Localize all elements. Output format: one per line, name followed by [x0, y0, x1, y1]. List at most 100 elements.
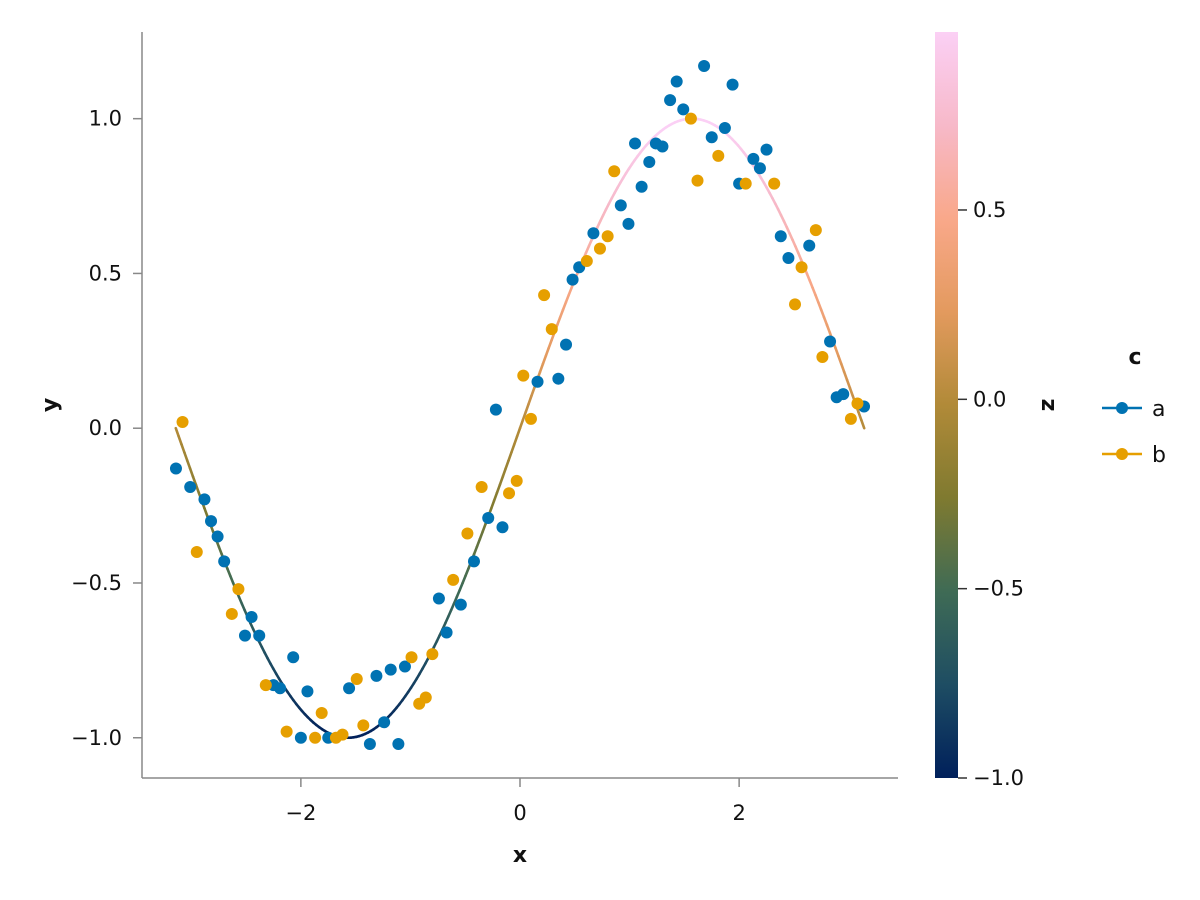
legend-entry-a: a: [1102, 397, 1165, 422]
point-a: [698, 60, 711, 73]
curve-segment: [524, 402, 530, 414]
curve-segment: [857, 410, 863, 422]
point-b: [350, 672, 363, 685]
curve-segment: [842, 370, 849, 382]
point-b: [601, 230, 614, 243]
point-a: [824, 335, 837, 348]
point-a: [245, 611, 258, 624]
curve-segment: [558, 308, 565, 319]
curve-segment: [544, 346, 550, 358]
curve-segment: [504, 459, 510, 470]
point-a: [566, 273, 579, 286]
point-b: [524, 412, 537, 425]
point-a: [440, 626, 453, 639]
x-axis-ticks: −2 0 2: [285, 778, 746, 825]
point-b: [447, 573, 460, 586]
curve-segment: [492, 491, 499, 502]
curve-segment: [180, 443, 186, 454]
curve-segment: [567, 286, 573, 297]
point-a: [343, 682, 356, 695]
curve-segment: [185, 459, 192, 470]
colorbar-tick-label: 0.5: [973, 198, 1006, 222]
curve-segment: [174, 426, 180, 438]
point-a: [753, 162, 766, 175]
y-axis-label: y: [38, 398, 63, 412]
point-b: [844, 412, 857, 425]
point-b: [190, 546, 203, 559]
point-a: [205, 515, 218, 528]
point-b: [691, 174, 704, 187]
point-a: [531, 375, 544, 388]
point-b: [405, 651, 418, 664]
curve-segment: [547, 338, 553, 350]
point-a: [587, 227, 600, 240]
legend-label-b: b: [1152, 443, 1166, 468]
point-b: [510, 474, 523, 487]
curve-segment: [188, 467, 195, 478]
colorbar-ticks: −1.0 −0.5 0.0 0.5: [958, 198, 1024, 790]
point-b: [795, 261, 808, 274]
curve-segment: [481, 522, 487, 533]
curve-segment: [561, 301, 568, 312]
scatter-points: [169, 60, 871, 750]
curve-segment: [475, 537, 482, 548]
curve-segment: [555, 315, 562, 327]
curve-segment: [194, 483, 201, 494]
point-a: [747, 152, 760, 165]
point-a: [432, 592, 445, 605]
point-a: [656, 140, 669, 153]
y-tick-label: −0.5: [71, 571, 122, 595]
point-a: [218, 555, 231, 568]
point-a: [782, 251, 795, 264]
point-a: [198, 493, 211, 506]
curve-segment: [817, 301, 823, 312]
x-axis-label: x: [513, 843, 527, 868]
legend: c a b: [1102, 345, 1166, 468]
curve-segment: [530, 386, 536, 398]
curve-segment: [819, 308, 826, 319]
colorbar-tick-label: −1.0: [973, 766, 1024, 790]
point-a: [635, 180, 648, 193]
x-tick-label: −2: [285, 801, 316, 825]
point-a: [760, 143, 773, 156]
legend-marker-b: [1116, 448, 1128, 460]
point-b: [280, 725, 293, 738]
point-a: [238, 629, 251, 642]
legend-label-a: a: [1152, 397, 1165, 422]
point-b: [419, 691, 432, 704]
colorbar-tick-label: −0.5: [973, 577, 1024, 601]
point-a: [454, 598, 467, 611]
curve-segment: [518, 418, 525, 430]
curve-segment: [515, 426, 522, 438]
point-b: [475, 481, 488, 494]
point-a: [622, 217, 635, 230]
curve-segment: [501, 467, 507, 478]
point-a: [718, 121, 731, 134]
curve-segment: [512, 435, 519, 446]
curve-segment: [527, 394, 533, 406]
point-b: [809, 224, 822, 237]
plot-area: −2 0 2 −1.0 −0.5 0.0 0.5 1.0: [71, 32, 898, 825]
curve-segment: [217, 545, 223, 556]
point-a: [677, 103, 690, 116]
y-tick-label: 0.0: [89, 416, 122, 440]
point-b: [336, 728, 349, 741]
point-a: [670, 75, 683, 88]
point-b: [503, 487, 516, 500]
point-b: [851, 397, 864, 410]
curve-segment: [490, 499, 496, 510]
point-b: [259, 679, 272, 692]
point-a: [211, 530, 224, 543]
point-b: [545, 323, 558, 336]
legend-entry-b: b: [1102, 443, 1166, 468]
curve-segment: [845, 378, 852, 390]
point-b: [309, 731, 322, 744]
point-a: [467, 555, 480, 568]
point-a: [301, 685, 314, 698]
curve-segment: [183, 451, 189, 462]
point-b: [684, 112, 697, 125]
point-b: [461, 527, 474, 540]
curve-segment: [839, 362, 846, 374]
point-b: [789, 298, 802, 311]
